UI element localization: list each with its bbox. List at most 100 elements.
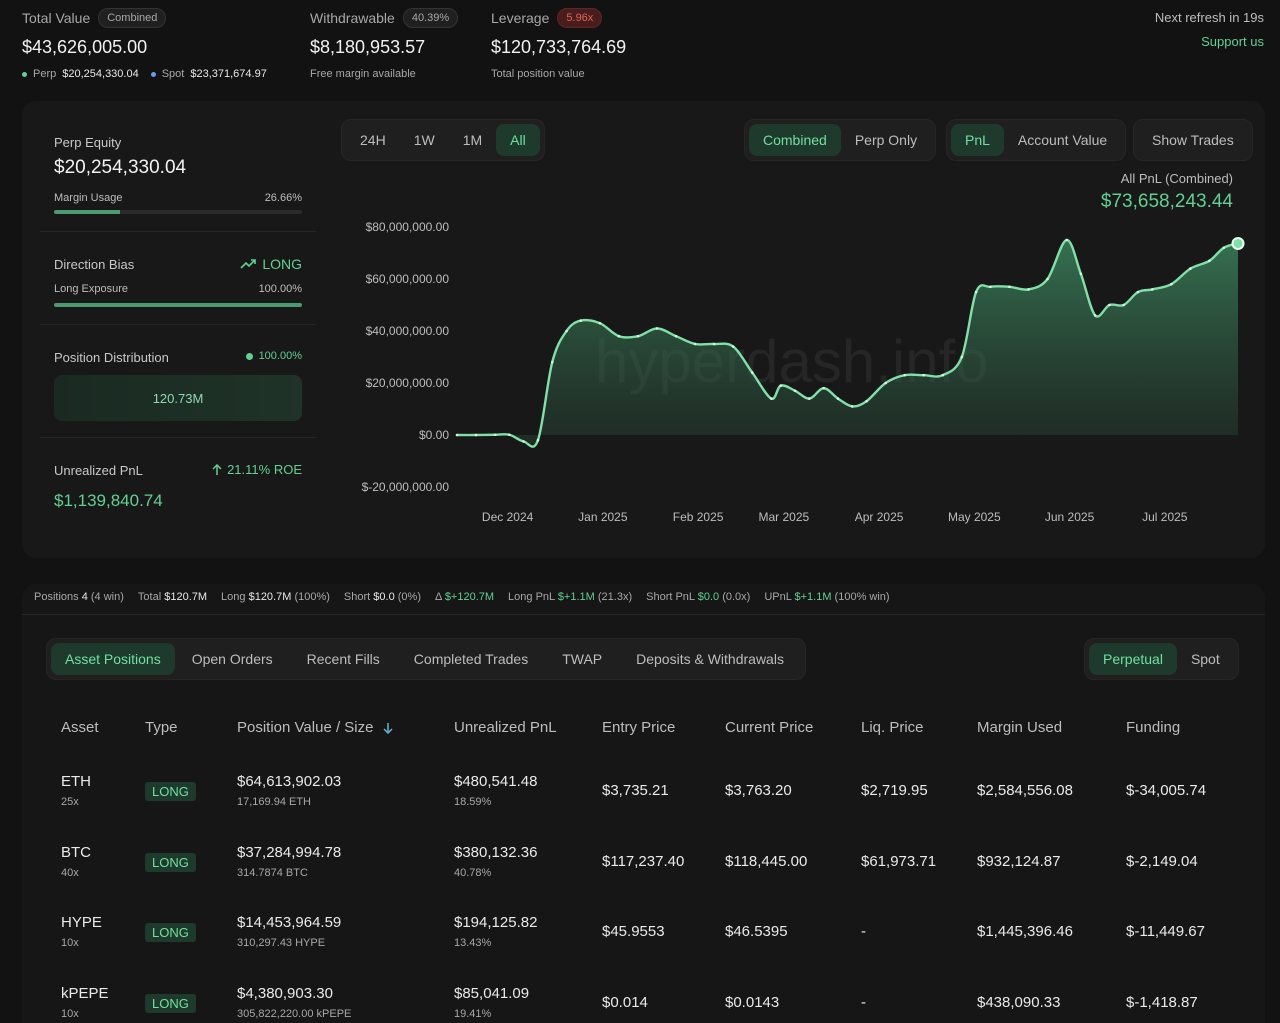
short-label: Short — [343, 591, 371, 603]
position-value: $64,613,902.03 — [237, 773, 342, 790]
tab-completed-trades[interactable]: Completed Trades — [413, 651, 529, 667]
y-tick-label: $40,000,000.00 — [366, 324, 450, 338]
total-value-summary: $120.7M — [164, 591, 208, 603]
position-value: $14,453,964.59 — [237, 914, 342, 931]
direction-bias-value: LONG — [262, 256, 302, 272]
data-point — [636, 334, 640, 338]
col-type[interactable]: Type — [145, 719, 178, 736]
asset-leverage: 25x — [61, 796, 79, 808]
long-pnl-ratio: (21.3x) — [597, 591, 633, 603]
unrealized-pnl-pct: 40.78% — [454, 867, 492, 879]
data-point — [941, 373, 945, 377]
trending-up-icon — [240, 259, 257, 269]
y-tick-label: $-20,000,000.00 — [362, 480, 450, 494]
col-funding[interactable]: Funding — [1126, 719, 1181, 736]
withdrawable-label: Withdrawable — [310, 10, 395, 26]
perp-label: Perp — [33, 68, 57, 80]
funding: $-2,149.04 — [1126, 853, 1198, 870]
asset-name: HYPE — [61, 914, 102, 931]
long-exposure-bar — [54, 303, 302, 307]
tab-deposits-withdrawals[interactable]: Deposits & Withdrawals — [636, 651, 784, 667]
y-tick-label: $60,000,000.00 — [366, 272, 450, 286]
data-point — [903, 373, 906, 377]
chart-header-label: All PnL (Combined) — [1120, 171, 1233, 186]
asset-name: kPEPE — [61, 985, 109, 1002]
liq-price: - — [861, 923, 866, 940]
data-point — [822, 386, 825, 390]
funding: $-1,418.87 — [1126, 994, 1198, 1011]
range-all[interactable]: All — [496, 124, 540, 156]
col-liq-price[interactable]: Liq. Price — [861, 719, 924, 736]
data-point — [712, 342, 716, 346]
data-point — [1008, 285, 1011, 289]
col-asset[interactable]: Asset — [61, 719, 99, 736]
y-tick-label: $0.00 — [419, 428, 449, 442]
data-point — [779, 384, 783, 387]
tab-twap[interactable]: TWAP — [562, 651, 603, 667]
leverage-stat: Leverage 5.96x $120,733,764.69 Total posi… — [491, 8, 626, 80]
data-point — [850, 405, 854, 408]
col-unrealized-pnl[interactable]: Unrealized PnL — [454, 719, 557, 736]
col-entry-price[interactable]: Entry Price — [602, 719, 676, 736]
spot-dot-icon — [150, 71, 156, 77]
current-price: $3,763.20 — [725, 782, 792, 799]
mode-combined[interactable]: Combined — [749, 124, 841, 156]
range-24h[interactable]: 24H — [360, 132, 386, 148]
margin-usage-bar — [54, 210, 302, 214]
mode-selector: Combined Perp Only — [744, 119, 937, 161]
metric-pnl[interactable]: PnL — [951, 124, 1004, 156]
tab-asset-positions[interactable]: Asset Positions — [51, 643, 175, 675]
withdrawable-stat: Withdrawable 40.39% $8,180,953.57 Free ma… — [310, 8, 459, 80]
col-margin-used[interactable]: Margin Used — [977, 719, 1063, 736]
data-point — [1208, 259, 1211, 263]
tab-recent-fills[interactable]: Recent Fills — [306, 651, 380, 667]
metric-account-value[interactable]: Account Value — [1017, 132, 1108, 148]
data-point — [493, 433, 497, 437]
sort-arrow-down-icon — [383, 722, 393, 734]
range-selector: 24H 1W 1M All — [341, 119, 545, 161]
tab-perpetual[interactable]: Perpetual — [1089, 643, 1177, 675]
upnl-label: UPnL — [764, 591, 792, 603]
x-tick-label: May 2025 — [948, 510, 1001, 524]
asset-name: BTC — [61, 844, 91, 861]
table-row[interactable]: HYPE 10x LONG $14,453,964.59 310,297.43 HY… — [0, 914, 1280, 984]
unrealized-pnl-pct: 19.41% — [454, 1008, 492, 1020]
y-tick-label: $80,000,000.00 — [366, 220, 450, 234]
withdrawable-value: $8,180,953.57 — [310, 37, 426, 57]
margin-used: $2,584,556.08 — [977, 782, 1073, 799]
withdrawable-sub: Free margin available — [310, 68, 416, 80]
data-point — [750, 371, 754, 374]
tab-spot[interactable]: Spot — [1190, 651, 1220, 667]
data-point — [989, 285, 992, 289]
x-tick-label: Dec 2024 — [482, 510, 534, 524]
position-value: $37,284,994.78 — [237, 844, 342, 861]
entry-price: $45.9553 — [602, 923, 665, 940]
asset-leverage: 10x — [61, 1008, 79, 1020]
data-point — [1065, 238, 1068, 242]
show-trades-button[interactable]: Show Trades — [1152, 132, 1234, 148]
tab-open-orders[interactable]: Open Orders — [191, 651, 273, 667]
col-position-value-label: Position Value / Size — [237, 719, 374, 736]
table-row[interactable]: ETH 25x LONG $64,613,902.03 17,169.94 ETH … — [0, 773, 1280, 843]
long-dot-icon — [245, 352, 253, 360]
pnl-chart[interactable]: hyperdash.info$80,000,000.00$60,000,000.… — [340, 210, 1250, 530]
table-row[interactable]: kPEPE 10x LONG $4,380,903.30 305,822,220.0… — [0, 985, 1280, 1023]
delta-value: $+120.7M — [444, 591, 495, 603]
col-position-value[interactable]: Position Value / Size — [237, 719, 393, 736]
data-point — [674, 334, 678, 338]
range-1w[interactable]: 1W — [413, 132, 435, 148]
col-current-price[interactable]: Current Price — [725, 719, 814, 736]
mode-perp-only[interactable]: Perp Only — [854, 132, 918, 148]
support-link[interactable]: Support us — [1201, 34, 1264, 49]
distribution-bar[interactable]: 120.73M — [54, 375, 302, 421]
data-point — [655, 327, 659, 330]
unrealized-pnl-pct: 13.43% — [454, 937, 492, 949]
table-row[interactable]: BTC 40x LONG $37,284,994.78 314.7874 BTC $… — [0, 844, 1280, 914]
leverage-label: Leverage — [491, 10, 550, 26]
positions-summary: Positions 4 (4 win) Total $120.7M Long $… — [34, 591, 890, 603]
data-point — [960, 355, 964, 359]
show-trades-wrap: Show Trades — [1133, 119, 1253, 161]
data-point — [770, 397, 773, 400]
range-1m[interactable]: 1M — [462, 132, 483, 148]
y-tick-label: $20,000,000.00 — [366, 376, 450, 390]
